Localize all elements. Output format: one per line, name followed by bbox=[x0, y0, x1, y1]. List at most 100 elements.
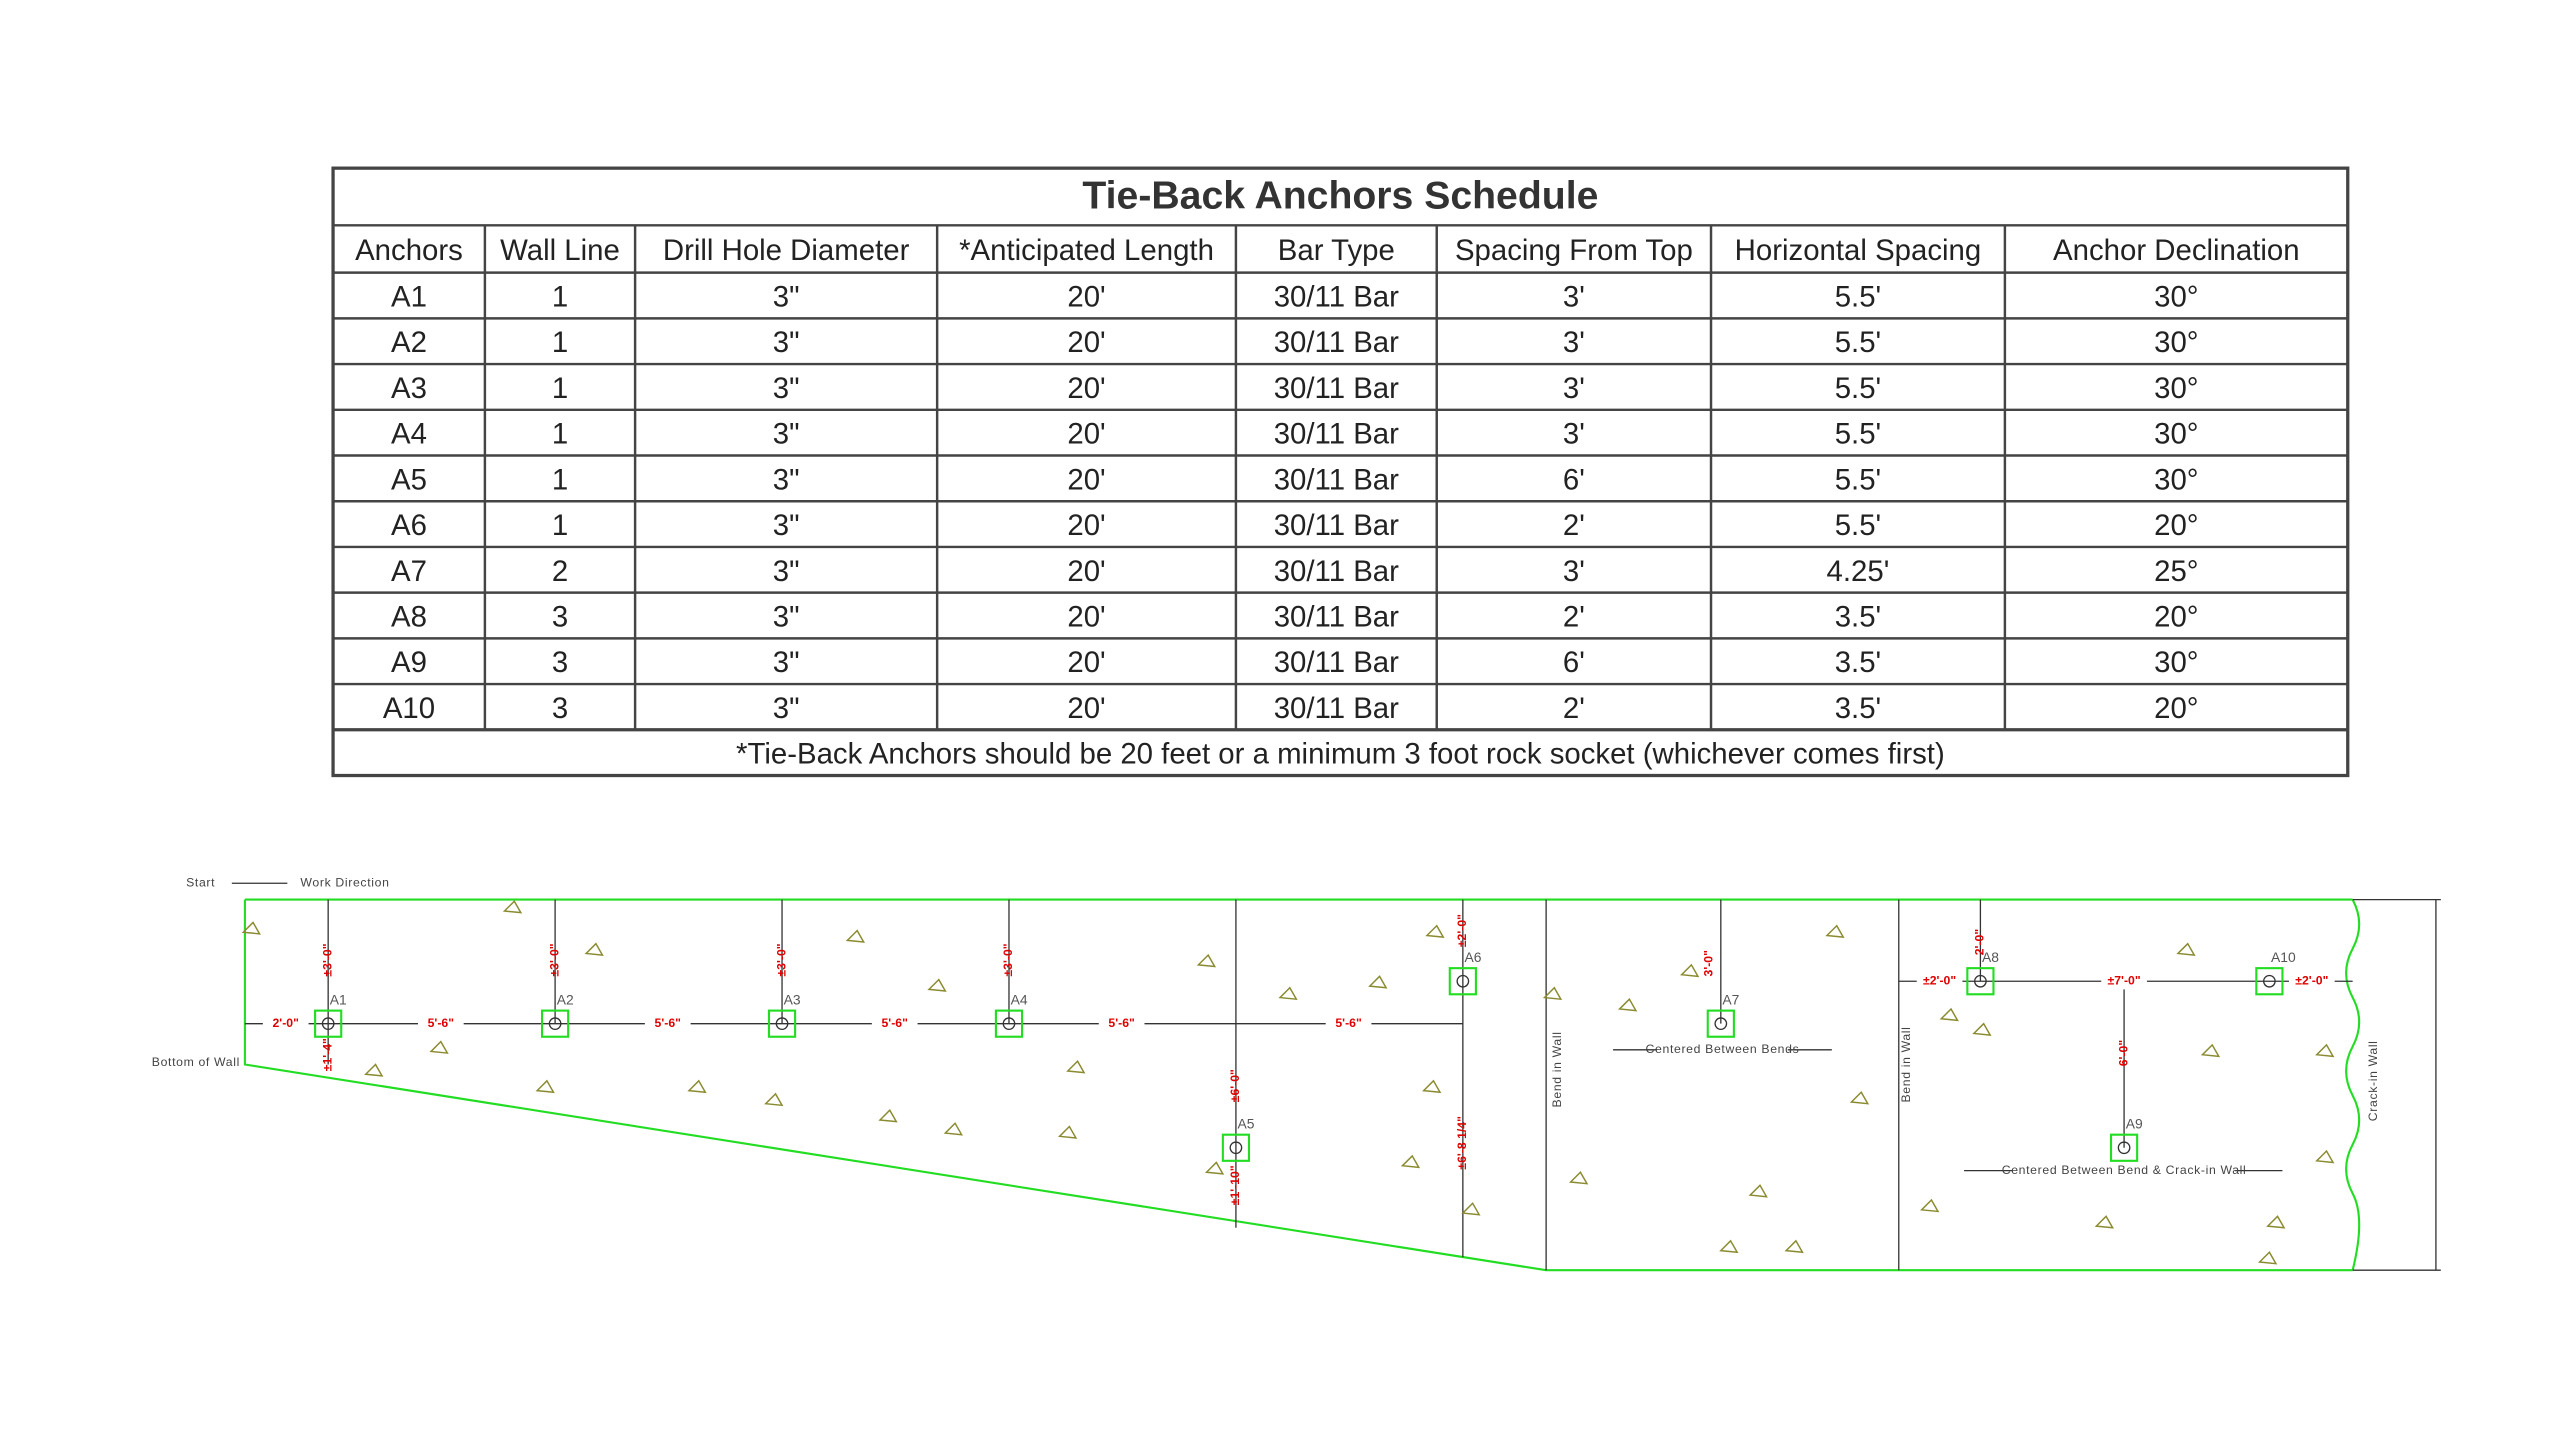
table-cell: 3.5' bbox=[1835, 646, 1881, 679]
table-cell: 20' bbox=[1067, 509, 1105, 542]
anchor-hole bbox=[1714, 1017, 1728, 1031]
table-cell: 3 bbox=[552, 646, 568, 679]
table-cell: 3" bbox=[773, 326, 800, 359]
hatch-triangle bbox=[1825, 924, 1845, 939]
hatch-triangle bbox=[1066, 1060, 1086, 1074]
hatch-triangle bbox=[1849, 1091, 1870, 1105]
table-cell: 5.5' bbox=[1835, 372, 1881, 405]
hatch-triangle bbox=[943, 1122, 963, 1136]
header-cell: Horizontal Spacing bbox=[1735, 234, 1982, 267]
table-cell: 2' bbox=[1563, 601, 1585, 634]
dimension-label: 5'-6" bbox=[428, 1016, 454, 1030]
hatch-triangle bbox=[429, 1040, 449, 1054]
dim-bg bbox=[2288, 973, 2335, 990]
dim-bg bbox=[871, 1015, 918, 1032]
table-cell: 20° bbox=[2154, 509, 2198, 542]
dim-bg bbox=[417, 1015, 464, 1032]
table-cell: 30° bbox=[2154, 372, 2198, 405]
table-cell: 20° bbox=[2154, 692, 2198, 725]
crack-edge bbox=[2345, 899, 2361, 1271]
anchor-box bbox=[994, 1009, 1024, 1038]
dimension-label: ±6'-8 1/4" bbox=[1455, 1116, 1469, 1170]
anchor-label: A6 bbox=[1464, 949, 1481, 965]
dimension-label: ±1'-4" bbox=[320, 1038, 334, 1071]
hatch-triangle bbox=[535, 1079, 555, 1094]
anchor-label: A7 bbox=[1722, 991, 1739, 1007]
hatch-triangle bbox=[1568, 1171, 1589, 1185]
table-cell: 3" bbox=[773, 555, 800, 588]
hatch-triangle bbox=[1920, 1198, 1940, 1213]
anchor-label: A3 bbox=[784, 991, 801, 1007]
anchor-box bbox=[1221, 1133, 1251, 1162]
anchor-hole bbox=[548, 1017, 562, 1031]
table-cell: 20' bbox=[1067, 372, 1105, 405]
table-cell: 20' bbox=[1067, 692, 1105, 725]
table-border bbox=[331, 166, 2350, 778]
anchor-box bbox=[1706, 1009, 1735, 1038]
table-cell: 3" bbox=[773, 372, 800, 405]
table-title: Tie-Back Anchors Schedule bbox=[1082, 175, 1598, 218]
table-cell: A8 bbox=[391, 601, 427, 634]
anchor-label: A2 bbox=[557, 991, 574, 1007]
table-cell: 3' bbox=[1563, 418, 1585, 451]
hatch-triangle bbox=[1719, 1239, 1739, 1254]
header-cell: Bar Type bbox=[1278, 234, 1395, 267]
anchor-hole bbox=[1456, 974, 1470, 988]
table-cell: 20' bbox=[1067, 418, 1105, 451]
dimension-label: 5'-6" bbox=[1335, 1016, 1361, 1030]
header-cell: *Anticipated Length bbox=[959, 234, 1214, 267]
dimension-label: 6'-0" bbox=[2116, 1040, 2130, 1066]
table-cell: 30/11 Bar bbox=[1274, 646, 1399, 679]
dimension-label: ±2'-0" bbox=[1455, 914, 1469, 947]
note-label: Work Direction bbox=[300, 875, 389, 889]
anchor-box bbox=[2109, 1133, 2139, 1162]
table-cell: 3' bbox=[1563, 372, 1585, 405]
hatch-triangle bbox=[502, 900, 523, 914]
dimension-label: ±3'-0" bbox=[320, 943, 334, 976]
anchor-label: A5 bbox=[1238, 1116, 1255, 1132]
dimension-label: 5'-6" bbox=[881, 1016, 907, 1030]
header-cell: Spacing From Top bbox=[1455, 234, 1693, 267]
table-cell: 1 bbox=[552, 372, 568, 405]
table-cell: 30° bbox=[2154, 463, 2198, 496]
table-cell: 5.5' bbox=[1835, 463, 1881, 496]
dimension-label: 3'-0" bbox=[1702, 950, 1716, 976]
table-cell: 20' bbox=[1067, 646, 1105, 679]
table-cell: 3" bbox=[773, 418, 800, 451]
table-cell: 1 bbox=[552, 418, 568, 451]
table-cell: 1 bbox=[552, 326, 568, 359]
table-cell: 3' bbox=[1563, 555, 1585, 588]
table-cell: 30/11 Bar bbox=[1274, 692, 1399, 725]
note-bg bbox=[1657, 1041, 1788, 1058]
anchor-box bbox=[314, 1009, 343, 1038]
hatch-triangle bbox=[1461, 1202, 1481, 1216]
hatch-triangle bbox=[1617, 997, 1638, 1012]
dimension-label: ±2'-0" bbox=[1923, 973, 1956, 987]
table-cell: 1 bbox=[552, 281, 568, 314]
hatch-triangle bbox=[2176, 942, 2196, 956]
dimension-label: ±2'-0" bbox=[2295, 973, 2328, 987]
table-cell: A1 bbox=[391, 281, 427, 314]
hatch-triangle bbox=[2200, 1043, 2221, 1058]
table-cell: 1 bbox=[552, 509, 568, 542]
hatch-triangle bbox=[2094, 1215, 2114, 1229]
dimension-label: 2'-0" bbox=[273, 1016, 299, 1030]
anchor-label: A10 bbox=[2271, 949, 2296, 965]
dimension-label: 5'-6" bbox=[1108, 1016, 1134, 1030]
dimension-label: ±1'-10" bbox=[1228, 1165, 1242, 1205]
table-cell: 30° bbox=[2154, 418, 2198, 451]
hatch-triangle bbox=[2257, 1251, 2278, 1265]
table-cell: 20' bbox=[1067, 601, 1105, 634]
hatch-triangle bbox=[687, 1079, 707, 1094]
table-cell: A2 bbox=[391, 326, 427, 359]
footnote: *Tie-Back Anchors should be 20 feet or a… bbox=[736, 738, 1945, 771]
dim-bg bbox=[2101, 973, 2147, 990]
table-cell: 20' bbox=[1067, 326, 1105, 359]
dimension-label: ±7'-0" bbox=[2108, 973, 2141, 987]
note-label: Crack-in Wall bbox=[2366, 1040, 2380, 1121]
dimension-label: ±3'-0" bbox=[774, 943, 788, 976]
hatch-triangle bbox=[1204, 1161, 1225, 1175]
table-cell: 20° bbox=[2154, 601, 2198, 634]
wall-outline bbox=[243, 898, 2353, 1272]
hatch-triangle bbox=[364, 1063, 384, 1077]
